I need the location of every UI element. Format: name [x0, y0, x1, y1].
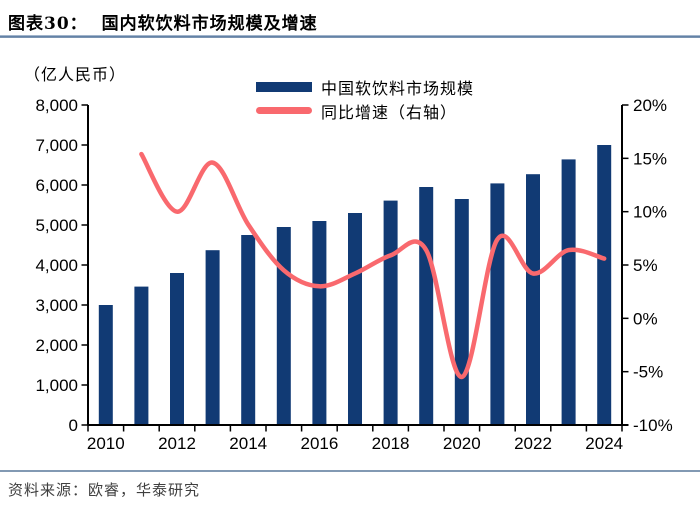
- bar-2016: [312, 221, 327, 425]
- bar-2014: [241, 235, 256, 425]
- legend-item-bar-series: 中国软饮料市场规模: [256, 76, 475, 98]
- right-axis-tick-label: 15%: [633, 149, 667, 168]
- bar-2019: [419, 187, 434, 425]
- bar-2020: [454, 199, 469, 425]
- figure-label: 图表30：: [8, 14, 88, 34]
- bar-2021: [490, 183, 505, 425]
- x-axis-tick-label: 2014: [229, 434, 267, 453]
- right-axis-tick-label: 0%: [633, 309, 658, 328]
- left-axis-tick-label: 6,000: [35, 176, 78, 195]
- bar-series-label: 中国软饮料市场规模: [321, 78, 475, 98]
- left-axis-tick-label: 0: [69, 416, 78, 435]
- left-axis-tick-label: 2,000: [35, 336, 78, 355]
- bar-2010: [98, 305, 113, 425]
- left-axis-tick-label: 5,000: [35, 216, 78, 235]
- bar-2013: [205, 250, 220, 425]
- right-axis-tick-label: 10%: [633, 203, 667, 222]
- bar-2018: [383, 200, 398, 425]
- left-axis-tick-label: 1,000: [35, 376, 78, 395]
- figure-title-text: 国内软饮料市场规模及增速: [101, 14, 318, 34]
- x-axis-tick-label: 2024: [585, 434, 623, 453]
- bar-2015: [276, 227, 291, 425]
- x-axis-tick-label: 2016: [300, 434, 338, 453]
- line-series-swatch: [256, 107, 312, 114]
- line-series-label: 同比增速（右轴）: [321, 102, 458, 122]
- left-axis-tick-label: 4,000: [35, 256, 78, 275]
- left-axis-tick-label: 8,000: [35, 96, 78, 115]
- x-axis-tick-label: 2010: [87, 434, 125, 453]
- source-note: 资料来源：欧睿，华泰研究: [8, 481, 201, 499]
- x-axis-tick-label: 2012: [158, 434, 196, 453]
- legend-item-line-series: 同比增速（右轴）: [256, 100, 474, 122]
- left-axis-unit-label: （亿人民币）: [24, 65, 127, 84]
- x-axis-tick-label: 2022: [514, 434, 552, 453]
- figure-title: 图表30： 国内软饮料市场规模及增速: [8, 9, 318, 34]
- left-axis-tick-label: 3,000: [35, 296, 78, 315]
- left-axis-tick-label: 7,000: [35, 136, 78, 155]
- x-axis-tick-label: 2018: [372, 434, 410, 453]
- chart-legend: 中国软饮料市场规模 同比增速（右轴）: [256, 76, 475, 122]
- bar-2012: [170, 273, 184, 425]
- bar-2022: [526, 174, 540, 425]
- title-divider: [0, 35, 700, 38]
- bar-2011: [134, 286, 149, 425]
- right-axis-tick-label: -10%: [633, 416, 673, 435]
- bar-2024: [597, 145, 612, 425]
- right-axis-tick-label: 20%: [633, 96, 667, 115]
- right-axis-tick-label: -5%: [633, 363, 663, 382]
- footer-divider: [0, 470, 700, 472]
- right-axis-tick-label: 5%: [633, 256, 658, 275]
- growth-line: [139, 151, 607, 380]
- x-axis-tick-label: 2020: [443, 434, 481, 453]
- bar-2017: [348, 213, 362, 425]
- bar-2023: [561, 159, 576, 425]
- bar-series-swatch: [256, 81, 312, 92]
